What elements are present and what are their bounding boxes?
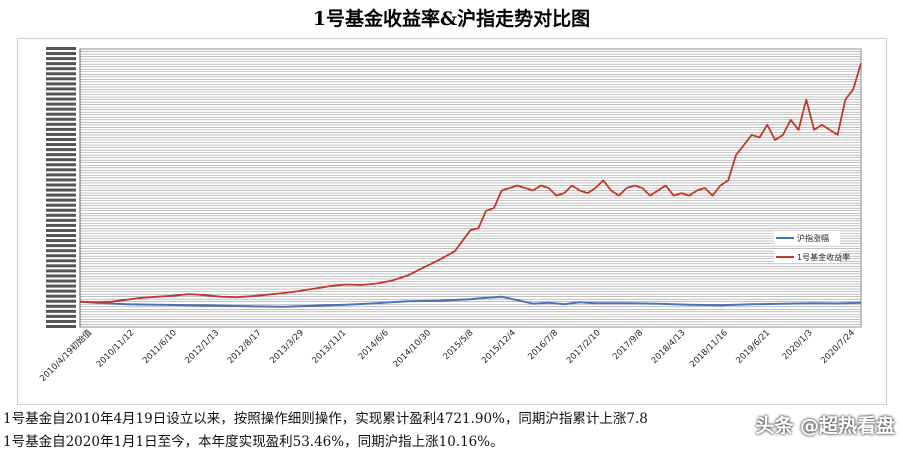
watermark-text: 头条 @超热看盘 [755,415,895,437]
y-tick-mark [46,309,76,313]
x-tick-label: 2020/7/24 [819,328,857,366]
x-tick-label: 2014/10/30 [392,328,434,370]
x-tick-label: 2020/1/3 [781,328,815,362]
y-tick-mark [46,284,76,288]
series-line-fund [79,62,862,304]
y-tick-mark [46,259,76,263]
y-tick-mark [46,72,76,76]
chart-plot: 2010/4/19初始值 2010/11/12 2011/6/10 2012/1/13… [37,47,862,384]
y-tick-mark [46,213,76,217]
y-tick-mark [46,122,76,126]
y-tick-mark [46,325,76,328]
y-tick-mark [46,102,76,106]
y-tick-mark [46,183,76,187]
y-tick-mark [46,163,76,167]
legend-label-index: 沪指涨幅 [797,233,829,243]
x-tick-label: 2012/8/17 [226,328,264,366]
y-tick-mark [46,319,76,323]
y-tick-mark [46,239,76,243]
y-tick-mark [46,143,76,147]
y-tick-mark [46,314,76,318]
y-tick-mark [46,173,76,177]
y-tick-mark [46,208,76,212]
x-tick-label: 2013/11/1 [311,328,349,366]
y-tick-mark [46,67,76,71]
y-tick-mark [46,203,76,207]
y-tick-mark [46,269,76,273]
y-tick-mark [46,299,76,303]
y-tick-mark [46,304,76,308]
x-tick-label: 2012/1/13 [183,328,221,366]
x-tick-label: 2015/5/8 [442,328,476,362]
chart-title: 1号基金收益率&沪指走势对比图 [312,8,591,30]
y-tick-mark [46,234,76,238]
y-tick-mark [46,254,76,258]
y-tick-mark [46,52,76,56]
y-tick-mark [46,107,76,111]
y-tick-mark [46,153,76,157]
y-tick-mark [46,62,76,66]
y-tick-mark [46,47,76,50]
y-tick-mark [46,279,76,283]
y-tick-mark [46,57,76,61]
legend-label-fund: 1号基金收益率 [797,252,850,262]
x-tick-label: 2019/6/21 [734,328,772,366]
x-tick-label: 2010/4/19初始值 [37,327,94,384]
x-tick-label: 2010/11/12 [95,328,137,370]
y-tick-mark [46,132,76,136]
series-line-index [79,295,862,308]
x-tick-label: 2011/6/10 [141,328,179,366]
y-tick-mark [46,77,76,81]
y-tick-mark [46,117,76,121]
y-tick-mark [46,249,76,253]
legend-bg [774,231,840,244]
caption-line-1: 1号基金自2010年4月19日设立以来，按照操作细则操作，实现累计盈利4721.… [3,411,648,427]
y-tick-mark [46,127,76,131]
y-tick-mark [46,168,76,172]
y-tick-mark [46,82,76,86]
y-tick-mark [46,198,76,202]
y-tick-mark [46,137,76,141]
x-tick-label: 2016/7/8 [526,328,560,362]
y-tick-mark [46,223,76,227]
x-tick-label: 2018/11/16 [688,328,730,370]
x-tick-label: 2017/2/10 [565,328,603,366]
y-tick-mark [46,294,76,298]
chart-frame: 2010/4/19初始值 2010/11/12 2011/6/10 2012/1/13… [17,38,887,405]
y-tick-mark [46,178,76,182]
y-tick-mark [46,228,76,232]
y-tick-mark [46,289,76,293]
y-tick-mark [46,92,76,96]
y-tick-mark [46,112,76,116]
caption-line-2: 1号基金自2020年1月1日至今，本年度实现盈利53.46%，同期沪指上涨10.… [3,434,504,450]
legend-bg [774,250,840,263]
y-tick-mark [46,148,76,152]
y-tick-mark [46,193,76,197]
y-tick-mark [46,244,76,248]
x-tick-label: 2013/3/29 [268,328,306,366]
y-tick-mark [46,264,76,268]
x-tick-label: 2015/12/4 [480,328,518,366]
x-tick-label: 2017/9/8 [611,328,645,362]
y-tick-mark [46,188,76,192]
y-tick-mark [46,87,76,91]
x-tick-label: 2014/6/6 [357,328,391,362]
y-tick-mark [46,274,76,278]
y-tick-mark [46,97,76,101]
y-tick-mark [46,218,76,222]
y-tick-mark [46,158,76,162]
x-tick-label: 2018/4/13 [650,328,688,366]
